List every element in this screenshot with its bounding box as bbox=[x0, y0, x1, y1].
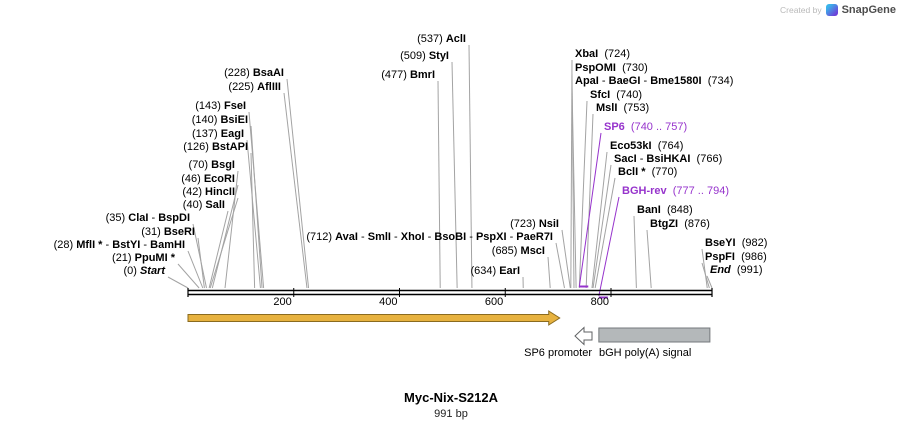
title-block: Myc-Nix-S212A 991 bp bbox=[0, 390, 902, 420]
leader-line bbox=[177, 263, 200, 289]
primer-label: SP6 (740 .. 757) bbox=[604, 121, 688, 133]
enzyme-site-label: (509) StyI bbox=[400, 50, 449, 62]
enzyme-site-label: (634) EarI bbox=[470, 265, 520, 277]
leader-line bbox=[592, 164, 612, 289]
map-length: 991 bp bbox=[434, 408, 468, 420]
watermark: Created by SnapGene bbox=[780, 4, 896, 16]
map-name: Myc-Nix-S212A bbox=[404, 390, 498, 405]
watermark-created-by: Created by bbox=[780, 5, 822, 15]
enzyme-site-label: MslI (753) bbox=[596, 102, 650, 114]
leader-line bbox=[706, 275, 713, 289]
leader-line bbox=[250, 152, 256, 289]
enzyme-site-label: BtgZI (876) bbox=[650, 218, 710, 230]
enzyme-site-label: (712) AvaI - SmlI - XhoI - BsoBI - PspXI… bbox=[306, 231, 553, 243]
enzyme-site-label: (42) HincII bbox=[182, 186, 235, 198]
leader-line bbox=[468, 44, 473, 289]
leader-line bbox=[286, 78, 310, 289]
leader-line bbox=[585, 113, 594, 289]
start-label: (0) Start bbox=[123, 265, 165, 277]
enzyme-site-label: SfcI (740) bbox=[590, 89, 642, 101]
enzyme-site-label: PspOMI (730) bbox=[575, 62, 648, 74]
leader-line bbox=[211, 184, 239, 289]
leader-line bbox=[594, 177, 616, 289]
enzyme-site-label: SacI - BsiHKAI (766) bbox=[614, 153, 723, 165]
enzyme-site-label: (137) EagI bbox=[192, 128, 244, 140]
leader-line bbox=[246, 139, 261, 289]
leader-line bbox=[561, 229, 571, 289]
enzyme-site-label: (477) BmrI bbox=[381, 69, 435, 81]
leader-line bbox=[208, 210, 229, 289]
sp6-promoter-arrow bbox=[574, 326, 593, 346]
leader-line bbox=[633, 215, 637, 289]
leader-line bbox=[701, 248, 708, 289]
enzyme-site-label: ApaI - BaeGI - Bme1580I (734) bbox=[575, 75, 734, 87]
leader-line bbox=[578, 132, 602, 288]
enzyme-site-label: (225) AflIII bbox=[228, 81, 281, 93]
leader-line bbox=[598, 196, 620, 297]
enzyme-site-label: (126) BstAPI bbox=[183, 141, 248, 153]
enzyme-site-label: (140) BsiEI bbox=[191, 114, 248, 126]
enzyme-site-label: (537) AclI bbox=[417, 33, 466, 45]
leader-line bbox=[167, 276, 189, 289]
leader-line bbox=[192, 223, 207, 289]
enzyme-site-label: (40) SalI bbox=[182, 199, 225, 211]
enzyme-site-label: BclI * (770) bbox=[618, 166, 678, 178]
enzyme-site-label: (31) BseRI bbox=[141, 226, 195, 238]
end-label: End (991) bbox=[710, 264, 763, 276]
leader-line bbox=[701, 262, 710, 289]
leader-line bbox=[437, 80, 441, 289]
enzyme-site-label: (70) BsgI bbox=[188, 159, 235, 171]
enzyme-site-label: (723) NsiI bbox=[510, 218, 559, 230]
leader-line bbox=[224, 170, 239, 289]
leader-line bbox=[591, 151, 608, 289]
enzyme-site-label: (143) FseI bbox=[195, 100, 246, 112]
ruler-tick-label: 600 bbox=[484, 296, 504, 308]
enzyme-site-label: (28) MflI * - BstYI - BamHI bbox=[53, 239, 185, 251]
enzyme-site-label: XbaI (724) bbox=[575, 48, 631, 60]
enzyme-site-label: (35) ClaI - BspDI bbox=[105, 212, 190, 224]
enzyme-site-label: Eco53kI (764) bbox=[610, 140, 684, 152]
ruler-tick-label: 200 bbox=[273, 296, 292, 308]
primer-label: BGH-rev (777 .. 794) bbox=[622, 185, 729, 197]
leader-line bbox=[555, 242, 565, 289]
leader-line bbox=[451, 61, 458, 289]
leader-line bbox=[209, 197, 239, 289]
sp6-promoter-label: SP6 promoter bbox=[524, 347, 592, 359]
orf-arrow bbox=[187, 310, 561, 326]
enzyme-site-label: BanI (848) bbox=[637, 204, 693, 216]
bgh-polya-box bbox=[598, 327, 711, 343]
leader-line bbox=[578, 100, 588, 289]
snapgene-logo-icon bbox=[825, 4, 838, 16]
leader-line bbox=[187, 250, 204, 289]
enzyme-site-label: (228) BsaAI bbox=[224, 67, 284, 79]
bgh-polya-label: bGH poly(A) signal bbox=[599, 347, 692, 359]
enzyme-site-label: (46) EcoRI bbox=[181, 173, 235, 185]
leader-line bbox=[250, 125, 263, 289]
leader-line bbox=[197, 237, 205, 289]
leader-line bbox=[646, 229, 652, 289]
enzyme-site-label: BseYI (982) bbox=[705, 237, 768, 249]
enzyme-site-label: (21) PpuMI * bbox=[112, 252, 175, 264]
leader-line bbox=[571, 86, 577, 289]
ruler-tick-label: 400 bbox=[379, 296, 398, 308]
leader-line bbox=[547, 256, 551, 289]
enzyme-site-label: PspFI (986) bbox=[705, 251, 767, 263]
snapgene-brand-text: SnapGene bbox=[841, 4, 896, 16]
ruler-tick-label: 800 bbox=[590, 296, 610, 308]
enzyme-site-label: (685) MscI bbox=[491, 245, 545, 257]
leader-line bbox=[283, 92, 308, 289]
